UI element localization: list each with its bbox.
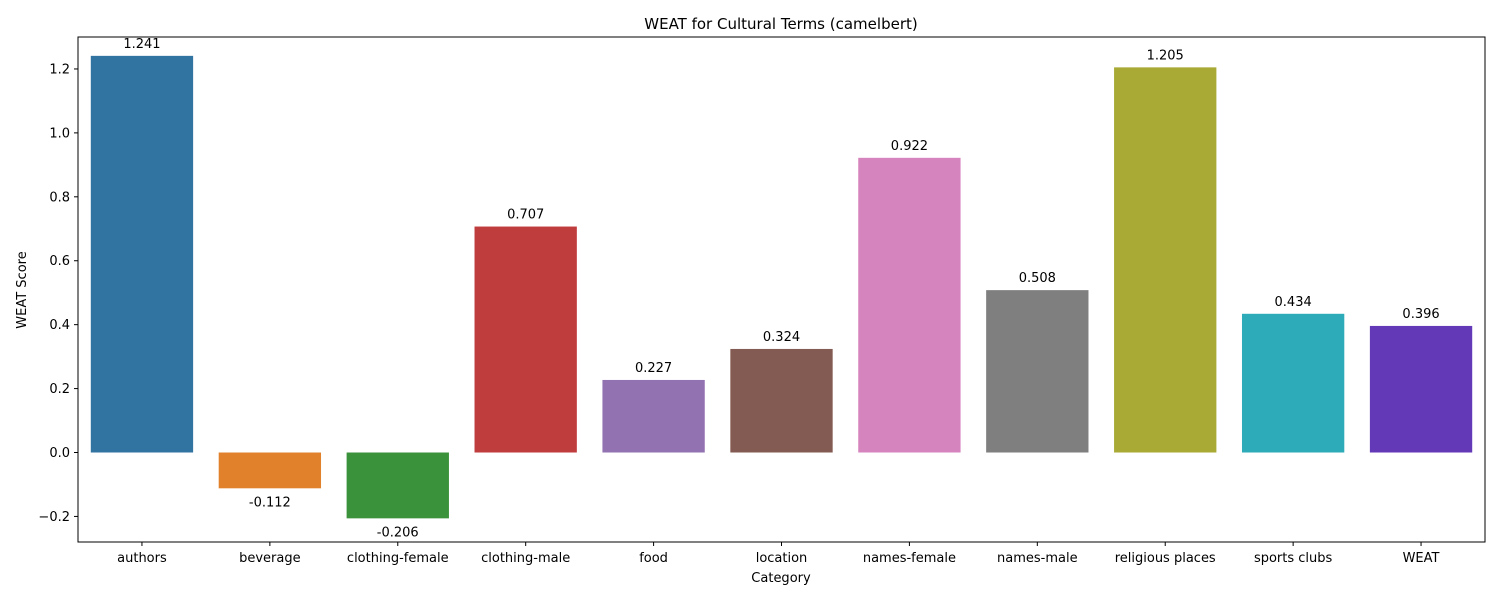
- y-tick-label: 1.2: [49, 62, 70, 77]
- x-tick-label: WEAT: [1403, 551, 1440, 566]
- value-label: 0.227: [635, 361, 672, 376]
- x-tick-label: clothing-male: [481, 551, 570, 566]
- value-label: 1.205: [1147, 48, 1184, 63]
- value-label: 0.707: [507, 208, 544, 223]
- bar-clothing-male: [474, 226, 577, 453]
- x-tick-label: sports clubs: [1254, 551, 1333, 566]
- y-tick-label: 0.6: [49, 254, 70, 269]
- x-tick-label: religious places: [1115, 551, 1216, 566]
- bar-clothing-female: [346, 452, 449, 519]
- bar-names-male: [986, 290, 1089, 453]
- plot-frame: [77, 36, 1486, 543]
- x-axis-ticks: authors beverage clothing-female clothing-m…: [117, 542, 1440, 566]
- y-tick-label: 0.0: [49, 446, 70, 461]
- value-label: 0.324: [763, 330, 800, 345]
- y-tick-label: 0.2: [49, 382, 70, 397]
- value-label: 0.434: [1275, 295, 1312, 310]
- value-label: -0.112: [249, 495, 291, 510]
- value-label: 0.508: [1019, 271, 1056, 286]
- bar-food: [602, 379, 705, 453]
- y-tick-label: 0.4: [49, 318, 70, 333]
- value-label: 0.396: [1402, 307, 1439, 322]
- x-tick-label: authors: [117, 551, 167, 566]
- bars-group: [90, 55, 1473, 519]
- bar-beverage: [218, 452, 322, 489]
- value-label: 1.241: [123, 37, 160, 52]
- bar-sports-clubs: [1241, 313, 1345, 453]
- x-tick-label: names-male: [997, 551, 1078, 566]
- chart-title: WEAT for Cultural Terms (camelbert): [644, 15, 917, 33]
- x-axis-label: Category: [751, 571, 811, 586]
- y-axis-ticks: −0.2 0.0 0.2 0.4 0.6 0.8 1.0 1.2: [38, 62, 78, 525]
- value-labels-group: 1.241 -0.112 -0.206 0.707 0.227 0.324 0.922 0.5…: [123, 37, 1439, 540]
- y-tick-label: 0.8: [49, 190, 70, 205]
- x-tick-label: beverage: [239, 551, 301, 566]
- y-tick-label: −0.2: [38, 510, 70, 525]
- bar-weat: [1369, 325, 1473, 453]
- bar-authors: [90, 55, 194, 453]
- value-label: 0.922: [891, 139, 928, 154]
- bar-names-female: [858, 157, 961, 453]
- bar-location: [730, 348, 833, 453]
- x-tick-label: clothing-female: [347, 551, 449, 566]
- x-tick-label: food: [639, 551, 668, 566]
- y-axis-label: WEAT Score: [15, 251, 30, 328]
- bar-religious-places: [1114, 67, 1217, 453]
- x-tick-label: names-female: [863, 551, 956, 566]
- x-tick-label: location: [756, 551, 808, 566]
- y-tick-label: 1.0: [49, 126, 70, 141]
- value-label: -0.206: [377, 525, 419, 540]
